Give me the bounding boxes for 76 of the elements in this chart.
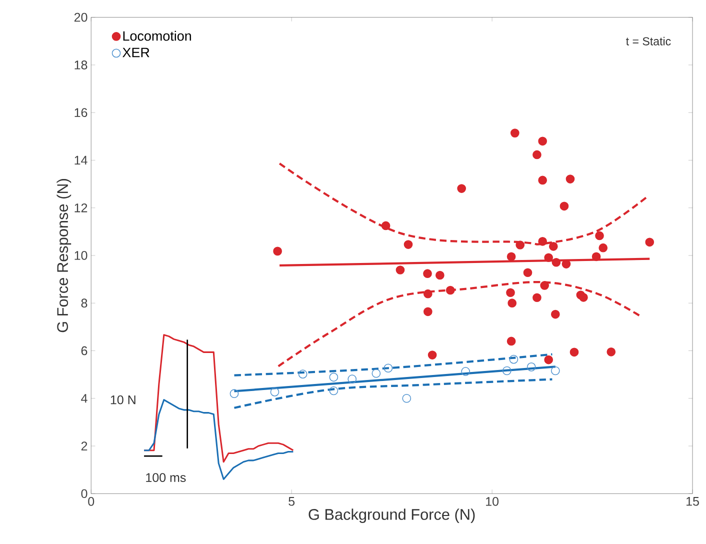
y-tick-label: 20 — [74, 13, 88, 22]
y-tick-label: 14 — [74, 156, 88, 165]
point — [423, 269, 432, 278]
annotation: t = Static — [626, 37, 671, 46]
point — [273, 246, 282, 256]
point — [230, 389, 239, 398]
point — [548, 242, 558, 252]
point — [540, 281, 550, 290]
point — [428, 350, 437, 360]
point — [298, 370, 308, 379]
point — [606, 348, 616, 357]
point — [270, 388, 280, 397]
x-tick-label: 15 — [686, 497, 699, 506]
y-tick-label: 4 — [81, 394, 88, 403]
x-tick-label: 5 — [288, 497, 295, 506]
point — [384, 364, 393, 373]
y-tick-label: 0 — [81, 489, 88, 498]
point — [538, 136, 547, 146]
point — [423, 290, 432, 298]
x-tick-label: 0 — [88, 497, 94, 506]
y-tick-label: 16 — [74, 108, 88, 118]
line-series — [277, 281, 642, 368]
point — [579, 293, 588, 302]
y-tick-label: 12 — [74, 204, 88, 212]
x-tick-label: 10 — [486, 497, 499, 506]
point — [523, 268, 532, 278]
point — [532, 293, 542, 302]
point — [538, 237, 547, 246]
point — [538, 176, 547, 185]
point — [598, 244, 608, 252]
legend-label: Locomotion — [123, 31, 191, 41]
point — [510, 128, 520, 138]
point — [381, 221, 390, 230]
y-tick-label: 2 — [81, 442, 88, 451]
point — [423, 307, 432, 316]
point — [506, 336, 516, 346]
line-series — [233, 378, 554, 410]
point — [506, 288, 515, 298]
point — [329, 386, 338, 396]
annotation: 100 ms — [146, 473, 186, 482]
y-tick-label: 18 — [74, 60, 88, 70]
point — [372, 369, 381, 378]
point — [544, 253, 554, 262]
point — [560, 202, 569, 211]
x-axis-title: G Background Force (N) — [308, 508, 475, 524]
point — [404, 240, 413, 250]
point — [550, 310, 560, 319]
point — [446, 286, 455, 295]
point — [566, 174, 575, 184]
y-tick-label: 10 — [74, 251, 88, 260]
point — [570, 348, 579, 357]
point — [348, 374, 357, 384]
point — [461, 367, 470, 376]
point — [502, 366, 512, 376]
point — [509, 355, 518, 364]
point — [550, 366, 560, 376]
point — [645, 238, 654, 247]
point — [595, 231, 604, 240]
point — [402, 394, 412, 403]
legend-label: XER — [122, 48, 150, 58]
point — [532, 150, 542, 160]
point — [544, 356, 554, 364]
point — [526, 362, 536, 372]
point — [506, 252, 516, 262]
y-axis-title: G Force Response (N) — [56, 179, 72, 332]
point — [396, 266, 405, 275]
annotation: 10 N — [110, 396, 136, 404]
point — [329, 372, 338, 382]
y-tick-label: 8 — [81, 298, 88, 308]
point — [508, 298, 517, 308]
y-tick-label: 6 — [81, 346, 88, 356]
point — [457, 184, 466, 194]
point — [436, 270, 444, 280]
point — [552, 258, 561, 267]
point — [516, 240, 525, 250]
point — [592, 252, 601, 262]
